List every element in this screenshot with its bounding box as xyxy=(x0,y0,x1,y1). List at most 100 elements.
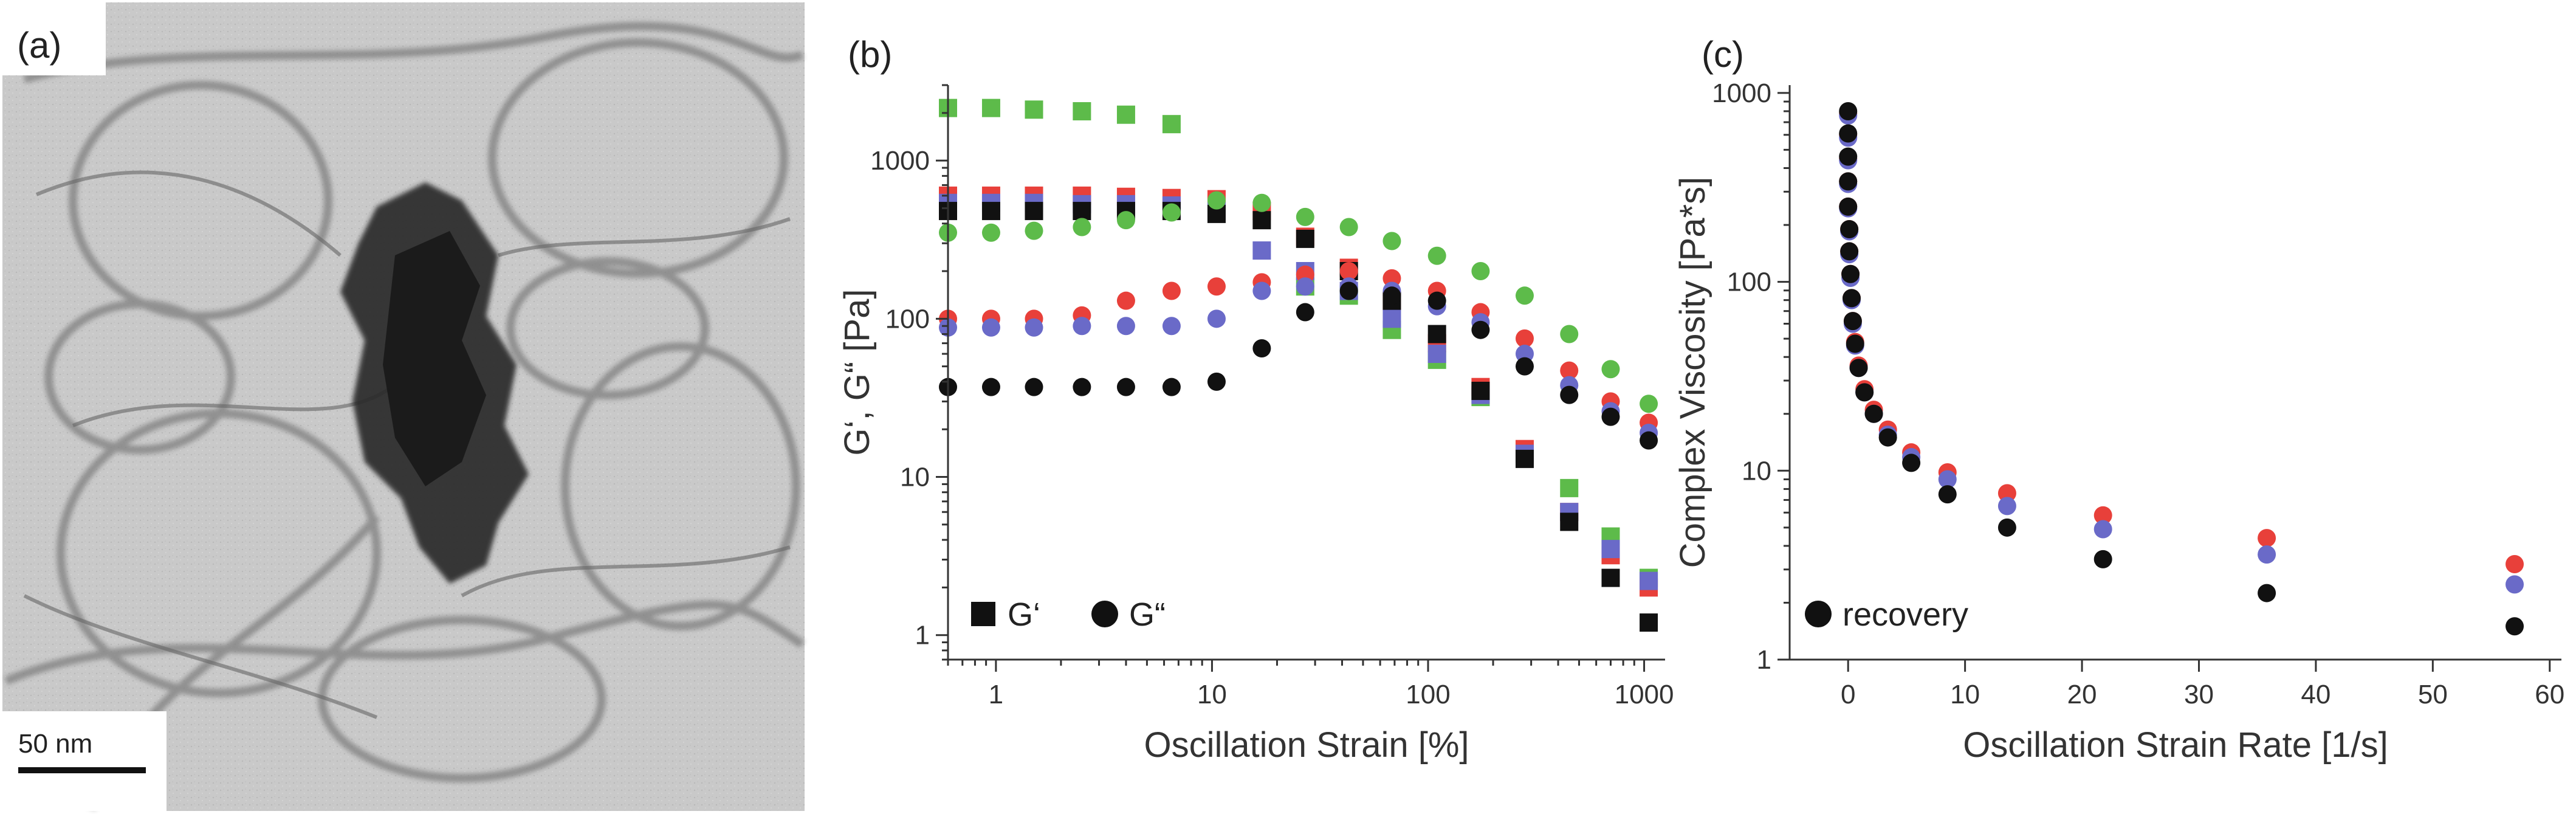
data-point-circle xyxy=(1938,470,1957,489)
panel-b-chart: (b) 1 10 100 1000 1 10 100 1000 Oscillation Str… xyxy=(837,34,1674,765)
data-point-square xyxy=(981,98,1000,117)
data-point-circle xyxy=(981,318,1000,337)
x-tick-label: 50 xyxy=(2418,680,2448,709)
tem-micrograph xyxy=(2,2,805,811)
data-point-circle xyxy=(1252,339,1271,358)
data-point-square xyxy=(1427,345,1446,364)
x-tick-label: 1 xyxy=(989,680,1003,709)
y-tick-label: 100 xyxy=(1727,267,1771,297)
data-point-circle xyxy=(1515,329,1534,348)
data-point-circle xyxy=(1471,320,1490,339)
panel-c-label: (c) xyxy=(1702,34,1744,75)
data-point-circle xyxy=(1560,361,1579,380)
x-tick-label: 10 xyxy=(1950,680,1980,709)
data-point-square xyxy=(1252,211,1271,230)
data-point-circle xyxy=(2506,617,2524,636)
data-point-circle xyxy=(1839,124,1858,143)
y-tick-label: 1 xyxy=(915,621,930,650)
data-point-square xyxy=(1162,115,1181,134)
data-point-circle xyxy=(1515,286,1534,305)
panel-a-label: (a) xyxy=(17,25,61,66)
panel-b-marks xyxy=(939,98,1658,632)
data-point-circle xyxy=(1252,281,1271,300)
panel-b-legend: G‘ G“ xyxy=(971,596,1166,633)
data-point-circle xyxy=(2258,584,2276,602)
panel-b-axes: 1 10 100 1000 1 10 100 1000 xyxy=(870,84,1674,709)
data-point-square xyxy=(1073,202,1091,221)
data-point-circle xyxy=(1515,345,1534,364)
data-point-circle xyxy=(1162,281,1181,300)
data-point-circle xyxy=(1427,246,1446,265)
panel-c-axes: 0 10 20 30 40 50 60 1 10 100 1000 xyxy=(1712,78,2564,709)
data-point-circle xyxy=(1849,359,1868,378)
data-point-circle xyxy=(1997,484,2016,503)
scale-bar-label: 50 nm xyxy=(18,729,92,759)
data-point-circle xyxy=(1855,383,1874,402)
data-point-circle xyxy=(1025,318,1043,337)
data-point-circle xyxy=(1339,281,1358,300)
x-tick-label: 100 xyxy=(1406,680,1450,709)
data-point-circle xyxy=(1560,385,1579,404)
data-point-square xyxy=(1382,309,1401,328)
data-point-circle xyxy=(1252,193,1271,212)
data-point-circle xyxy=(1839,172,1858,191)
data-point-circle xyxy=(1997,518,2016,537)
data-point-circle xyxy=(981,223,1000,242)
data-point-circle xyxy=(1382,269,1401,288)
data-point-circle xyxy=(1601,407,1620,426)
data-point-circle xyxy=(1515,357,1534,376)
data-point-circle xyxy=(1382,232,1401,250)
legend-circle-marker xyxy=(1805,601,1832,627)
x-tick-label: 30 xyxy=(2184,680,2214,709)
data-point-circle xyxy=(1116,317,1135,336)
data-point-square xyxy=(1252,241,1271,260)
legend-circle-marker xyxy=(1091,601,1118,627)
x-tick-label: 40 xyxy=(2301,680,2330,709)
data-point-circle xyxy=(1296,277,1314,296)
data-point-circle xyxy=(1025,378,1043,396)
data-point-circle xyxy=(1640,431,1658,450)
data-point-circle xyxy=(2093,550,2112,568)
panel-c-legend: recovery xyxy=(1805,596,1968,633)
y-tick-label: 100 xyxy=(885,304,930,334)
data-point-circle xyxy=(2093,506,2112,525)
data-point-circle xyxy=(1864,404,1883,423)
data-point-square xyxy=(1560,512,1579,531)
legend-square-marker xyxy=(971,602,995,626)
data-point-circle xyxy=(1207,277,1226,296)
scale-bar xyxy=(18,767,146,773)
data-point-circle xyxy=(1840,219,1859,238)
data-point-circle xyxy=(1296,207,1314,226)
legend-label: G“ xyxy=(1129,596,1166,633)
x-tick-label: 10 xyxy=(1197,680,1227,709)
data-point-circle xyxy=(2506,555,2524,574)
x-tick-label: 0 xyxy=(1841,680,1855,709)
data-point-circle xyxy=(1025,221,1043,240)
data-point-circle xyxy=(1116,211,1135,230)
data-point-circle xyxy=(2258,545,2276,564)
data-point-circle xyxy=(1843,312,1862,331)
data-point-circle xyxy=(1839,197,1858,216)
legend-label: recovery xyxy=(1843,596,1968,633)
data-point-circle xyxy=(1560,325,1579,343)
data-point-circle xyxy=(1339,262,1358,281)
x-tick-label: 1000 xyxy=(1615,680,1674,709)
data-point-square xyxy=(1601,540,1620,559)
y-tick-label: 10 xyxy=(900,463,930,492)
y-tick-label: 10 xyxy=(1742,456,1771,486)
data-point-circle xyxy=(1116,291,1135,310)
y-tick-label: 1000 xyxy=(1712,78,1771,108)
data-point-circle xyxy=(1207,191,1226,210)
panel-a: (a) 50 nm xyxy=(2,2,805,811)
data-point-square xyxy=(1471,381,1490,400)
data-point-circle xyxy=(1382,286,1401,305)
data-point-circle xyxy=(1339,218,1358,236)
data-point-circle xyxy=(1162,317,1181,336)
data-point-circle xyxy=(2258,529,2276,548)
data-point-circle xyxy=(1640,395,1658,413)
data-point-square xyxy=(1640,571,1658,590)
data-point-circle xyxy=(1842,289,1861,308)
data-point-square xyxy=(1515,449,1534,468)
data-point-circle xyxy=(1116,378,1135,396)
